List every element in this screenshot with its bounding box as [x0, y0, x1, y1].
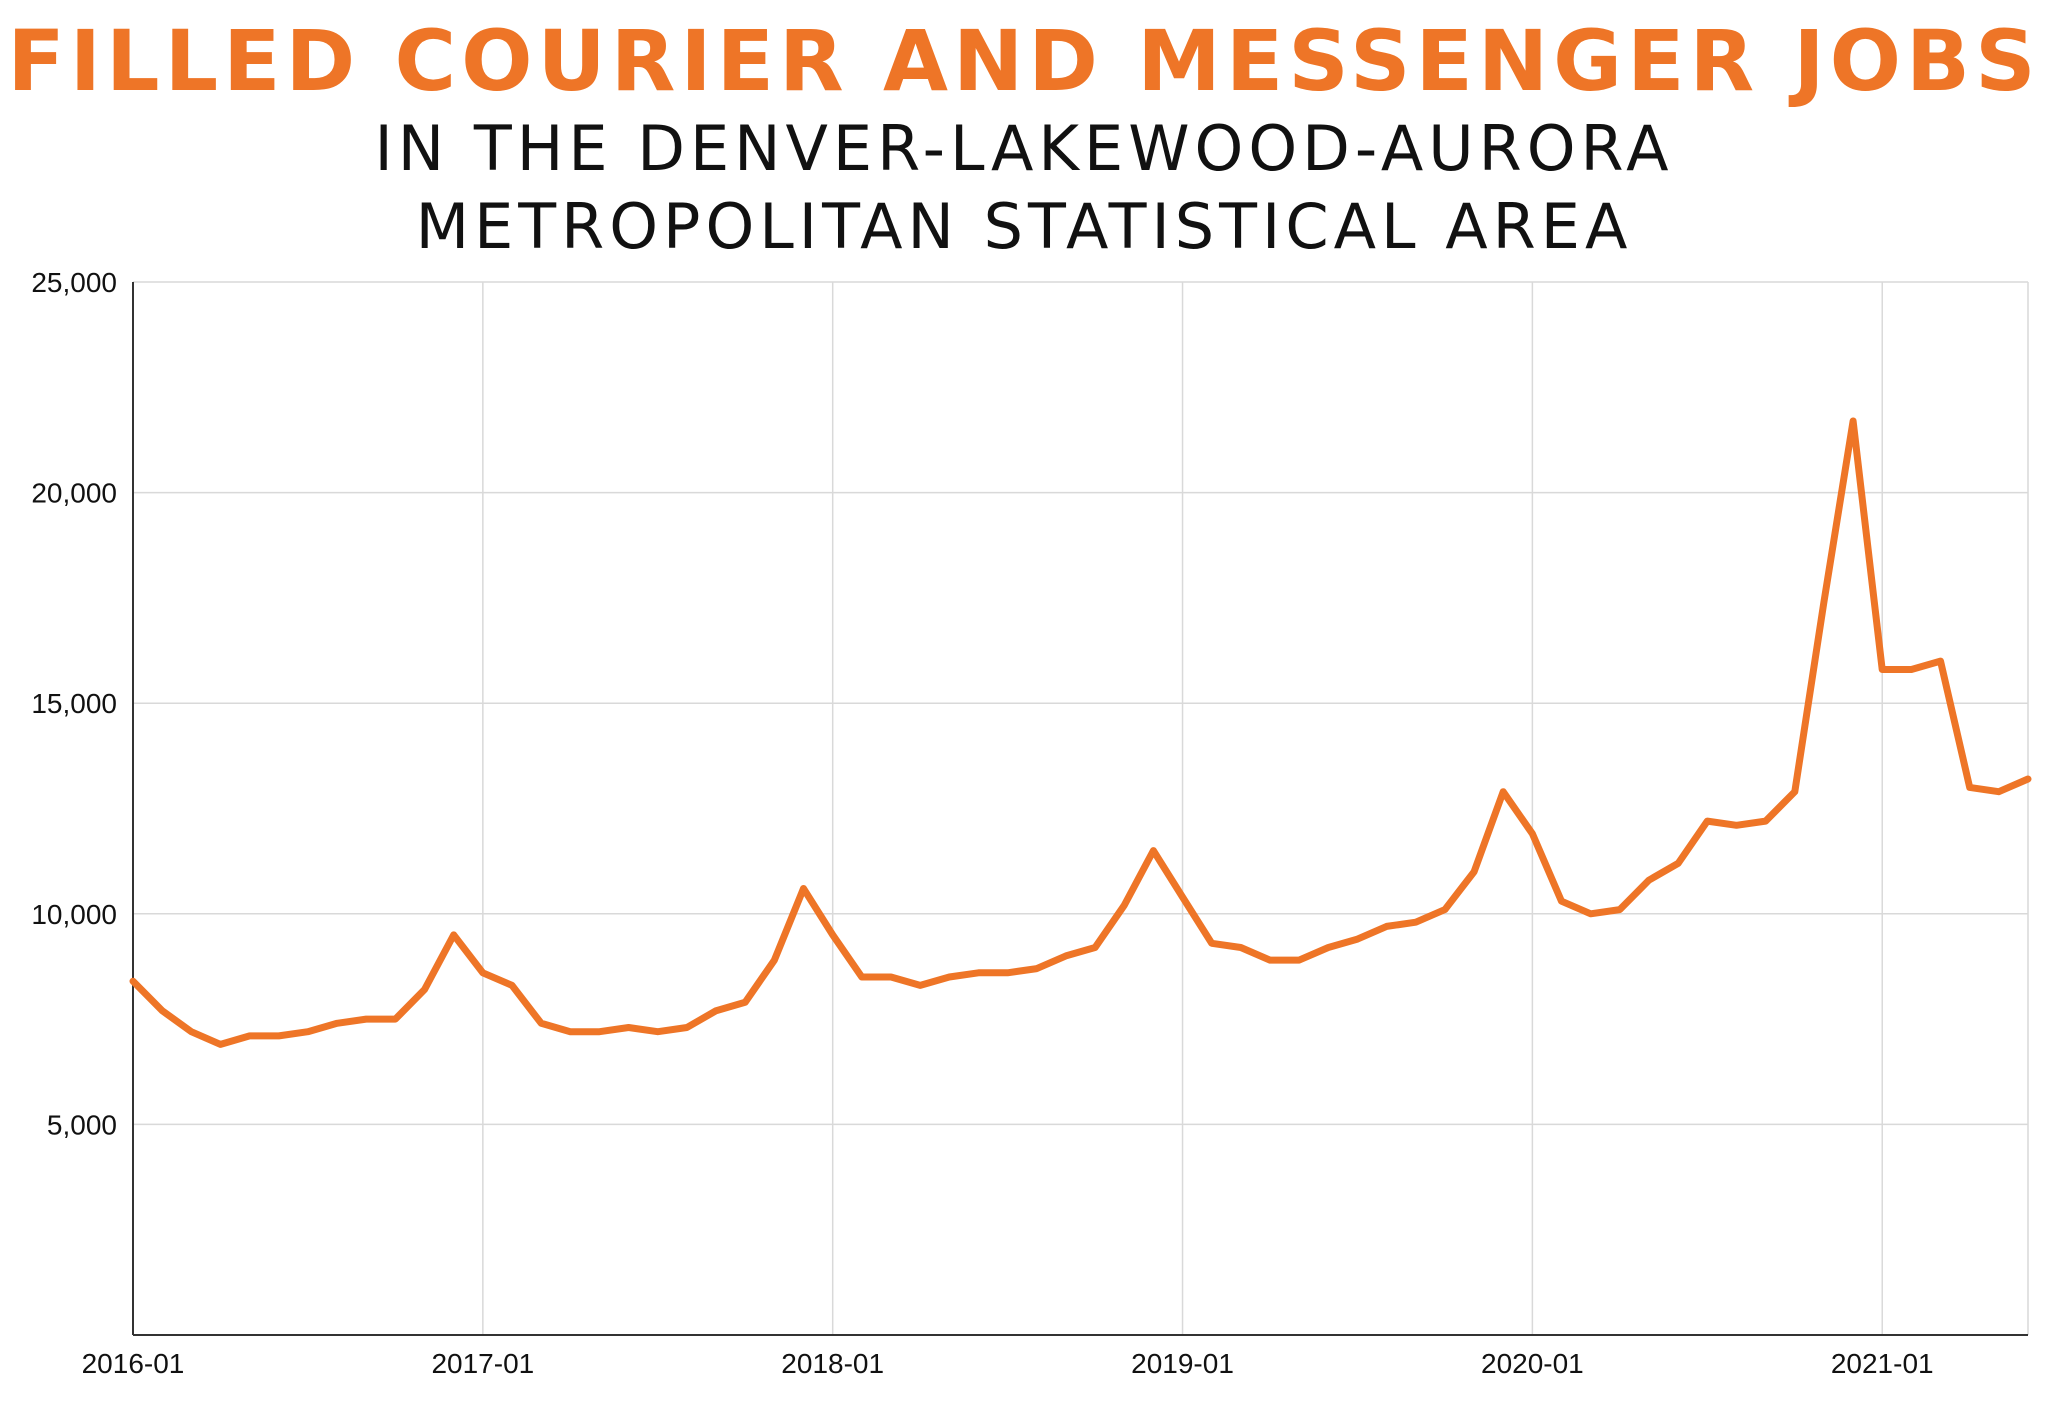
series: [129, 417, 2032, 1048]
chart-subtitle-line2: METROPOLITAN STATISTICAL AREA: [415, 190, 1633, 263]
y-tick-label: 5,000: [47, 1109, 117, 1140]
y-tick-label: 10,000: [31, 899, 117, 930]
y-tick-label: 15,000: [31, 688, 117, 719]
x-tick-label: 2019-01: [1131, 1348, 1234, 1379]
y-tick-label: 20,000: [31, 478, 117, 509]
x-tick-label: 2017-01: [431, 1348, 534, 1379]
chart-subtitle-line1: IN THE DENVER-LAKEWOOD-AURORA: [374, 112, 1674, 185]
y-tick-label: 25,000: [31, 267, 117, 298]
tick-labels: 5,000 10,000 15,000 20,000 25,000 2016-01 2017…: [31, 267, 1933, 1379]
chart-title: FILLED COURIER AND MESSENGER JOBS: [7, 12, 2041, 110]
series-line: [129, 417, 2032, 1048]
x-tick-label: 2021-01: [1831, 1348, 1934, 1379]
grid-lines: [132, 281, 2029, 1335]
x-tick-label: 2016-01: [82, 1348, 185, 1379]
axes: [132, 282, 2028, 1336]
x-tick-label: 2018-01: [781, 1348, 884, 1379]
x-tick-label: 2020-01: [1481, 1348, 1584, 1379]
